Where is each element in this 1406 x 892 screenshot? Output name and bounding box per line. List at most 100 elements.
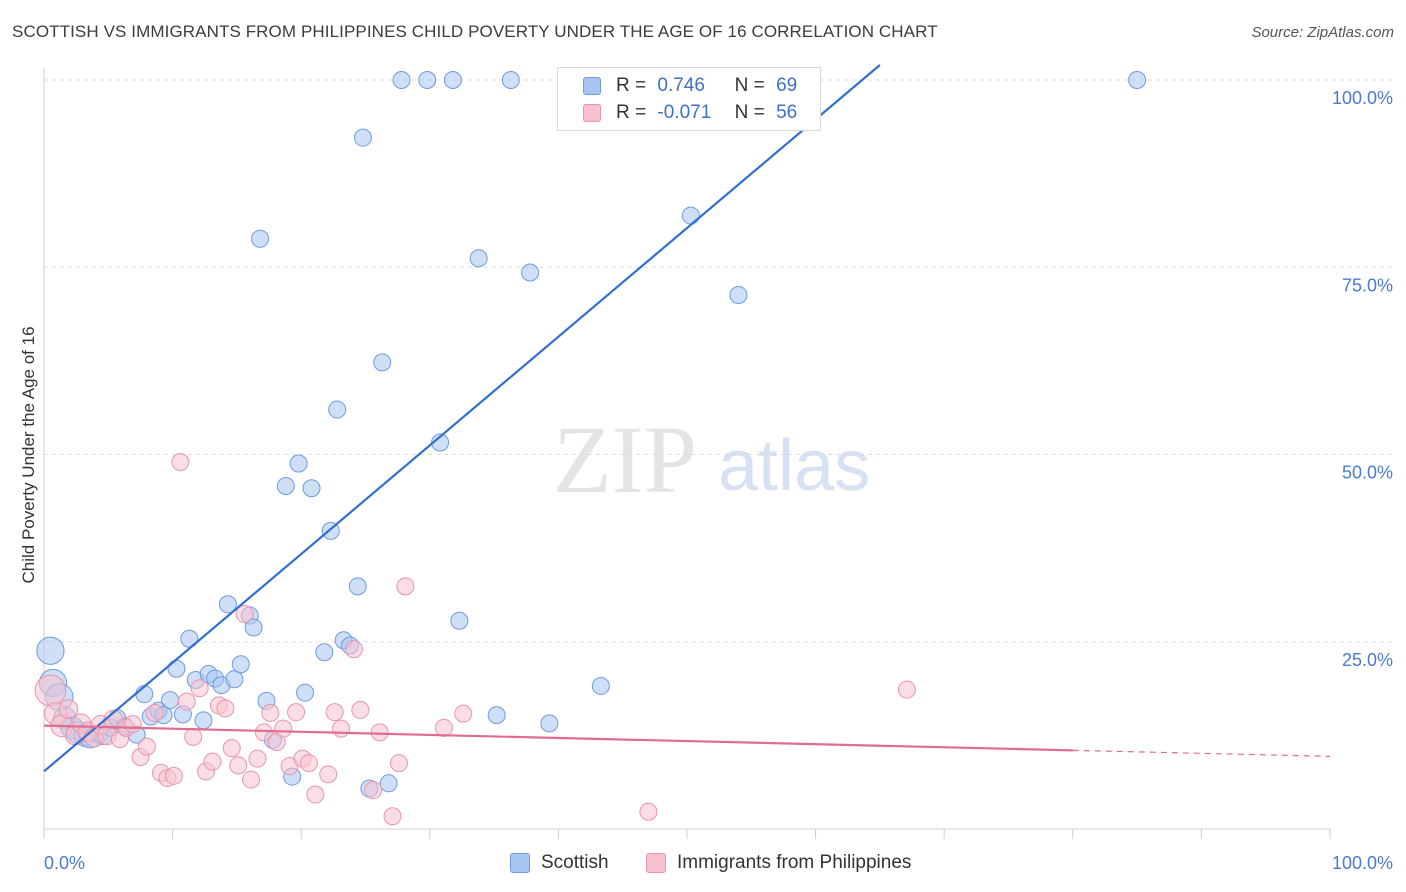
scottish-point <box>231 655 250 674</box>
y-tick-labels: 25.0% 50.0% 75.0% 100.0% <box>1332 88 1393 670</box>
philippines-point <box>287 703 306 722</box>
philippines-point <box>383 807 402 826</box>
philippines-point <box>222 739 241 758</box>
philippines-point <box>897 680 916 699</box>
legend-r-value-scottish: 0.746 <box>657 75 705 96</box>
philippines-point <box>299 754 318 773</box>
bottom-legend-swatch-philippines <box>646 853 666 873</box>
philippines-point <box>58 699 79 720</box>
legend-swatch-philippines <box>583 104 601 122</box>
scottish-point <box>450 611 469 630</box>
scottish-point <box>540 714 559 733</box>
philippines-point <box>332 719 351 738</box>
scottish-point <box>418 71 437 89</box>
philippines-point <box>370 723 389 742</box>
watermark: ZIP atlas <box>553 406 870 513</box>
scottish-trend-line <box>43 64 881 773</box>
legend-box: R = 0.746 N = 69 R = -0.071 N = 56 <box>557 67 821 131</box>
philippines-point <box>34 674 67 707</box>
scottish-point <box>348 577 367 596</box>
watermark-zip: ZIP <box>553 406 697 513</box>
scottish-point <box>194 711 213 730</box>
philippines-point <box>164 766 183 785</box>
legend-n-label: N = <box>734 75 765 96</box>
chart-title: SCOTTISH VS IMMIGRANTS FROM PHILIPPINES … <box>12 22 938 41</box>
scottish-point <box>469 249 488 268</box>
scottish-point <box>251 229 270 248</box>
philippines-point <box>184 727 203 746</box>
philippines-point <box>190 679 209 698</box>
x-tick-label-min: 0.0% <box>44 853 85 873</box>
scottish-point <box>501 71 520 89</box>
scottish-point <box>392 71 411 89</box>
gridlines <box>44 79 1393 643</box>
chart-source: Source: ZipAtlas.com <box>1251 24 1394 41</box>
scottish-point <box>591 676 610 695</box>
scottish-point <box>289 454 308 473</box>
legend-text-philippines: R = -0.071 N = 56 <box>616 102 797 124</box>
x-ticks <box>43 829 1331 839</box>
y-tick-label: 50.0% <box>1342 463 1393 483</box>
philippines-point <box>235 605 254 624</box>
scottish-point <box>379 774 398 793</box>
scottish-point <box>315 643 334 662</box>
scottish-point <box>244 618 263 637</box>
scottish-point <box>373 353 392 372</box>
legend-n-value-philippines: 56 <box>776 102 798 123</box>
philippines-point <box>145 703 164 722</box>
legend-r-value-philippines: -0.071 <box>657 102 712 123</box>
legend-n-value-scottish: 69 <box>776 75 798 96</box>
philippines-point <box>123 715 142 734</box>
philippines-point <box>434 718 453 737</box>
scottish-point <box>167 659 186 678</box>
philippines-point <box>177 692 196 711</box>
philippines-point <box>137 737 156 756</box>
bottom-legend-swatch-scottish <box>510 853 530 873</box>
scottish-point <box>443 71 462 89</box>
scottish-point <box>135 685 154 704</box>
philippines-point <box>229 756 248 775</box>
philippines-point <box>306 785 325 804</box>
scottish-point <box>1128 71 1147 89</box>
scottish-point <box>36 636 65 665</box>
watermark-atlas: atlas <box>718 426 870 506</box>
legend-n-label: N = <box>734 102 765 123</box>
legend-text-scottish: R = 0.746 N = 69 <box>616 75 797 97</box>
philippines-trend-line <box>43 724 1073 752</box>
philippines-point <box>319 765 338 784</box>
scottish-point <box>161 691 180 710</box>
scottish-point <box>521 263 540 282</box>
philippines-point <box>351 700 370 719</box>
philippines-point <box>396 577 415 596</box>
philippines-point <box>639 802 658 821</box>
y-tick-label: 25.0% <box>1342 650 1393 670</box>
y-tick-label: 75.0% <box>1342 275 1393 295</box>
legend-r-label: R = <box>616 102 647 123</box>
philippines-trend-extension <box>1072 749 1331 757</box>
scottish-point <box>302 479 321 498</box>
scottish-point <box>353 128 372 147</box>
scottish-point <box>729 285 748 304</box>
bottom-legend-label-scottish: Scottish <box>541 852 609 873</box>
philippines-point <box>261 703 280 722</box>
bottom-legend-label-philippines: Immigrants from Philippines <box>677 852 912 873</box>
philippines-point <box>171 452 190 471</box>
y-tick-label: 100.0% <box>1332 88 1393 108</box>
y-axis-label: Child Poverty Under the Age of 16 <box>19 326 38 583</box>
philippines-point <box>248 749 267 768</box>
scottish-point <box>487 706 506 725</box>
philippines-point <box>454 704 473 723</box>
scottish-point <box>328 400 347 419</box>
scottish-point <box>276 476 295 495</box>
philippines-point <box>203 752 222 771</box>
scottish-point <box>225 670 244 689</box>
philippines-point <box>325 703 344 722</box>
legend-r-label: R = <box>616 75 647 96</box>
trend-lines <box>43 64 1331 773</box>
bottom-legend: Scottish Immigrants from Philippines <box>0 852 1406 878</box>
legend-swatch-scottish <box>583 77 601 95</box>
scottish-point <box>296 683 315 702</box>
philippines-point <box>274 719 293 738</box>
philippines-point <box>344 640 363 659</box>
